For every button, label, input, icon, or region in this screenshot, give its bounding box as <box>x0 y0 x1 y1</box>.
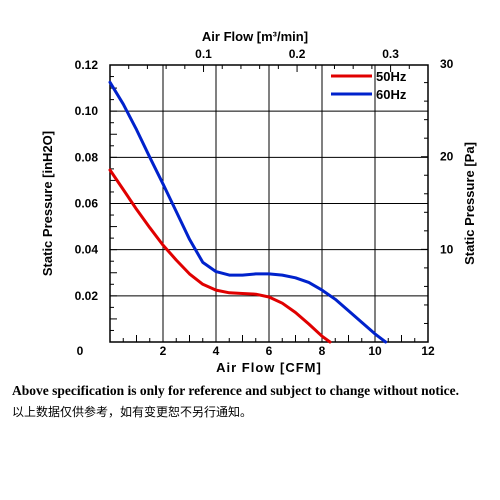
x2-tick-label: 0.1 <box>195 47 212 61</box>
x-tick-label: 6 <box>266 344 273 358</box>
y2-tick-label: 10 <box>440 242 454 256</box>
legend-label-60Hz: 60Hz <box>376 87 407 102</box>
y-tick-label: 0.04 <box>75 243 99 257</box>
x-tick-label: 10 <box>368 344 382 358</box>
y-axis-title: Static Pressure [inH2O] <box>40 131 55 276</box>
y-tick-label: 0.12 <box>75 58 99 72</box>
x-tick-label: 2 <box>160 344 167 358</box>
pq-chart: 0 2 4 6 8 10 12 0.02 0.04 0.06 0.08 0.10 0.12 0.1 0.2 0… <box>40 29 477 375</box>
x2-axis-title: Air Flow [m³/min] <box>202 29 308 44</box>
y-tick-label: 0.06 <box>75 197 99 211</box>
x-tick-label: 8 <box>319 344 326 358</box>
disclaimer-chinese: 以上数据仅供参考，如有变更恕不另行通知。 <box>12 405 253 419</box>
disclaimer-english: Above specification is only for referenc… <box>12 383 459 398</box>
y-tick-label: 0.10 <box>75 104 99 118</box>
x-axis-title: Air Flow [CFM] <box>216 360 322 375</box>
x2-tick-label: 0.2 <box>289 47 306 61</box>
x-tick-label: 12 <box>421 344 435 358</box>
y2-tick-label: 20 <box>440 150 454 164</box>
y2-axis-title: Static Pressure [Pa] <box>462 142 477 265</box>
legend-label-50Hz: 50Hz <box>376 69 407 84</box>
plot-frame <box>109 64 429 343</box>
series-line-60Hz <box>108 80 388 344</box>
x2-tick-label: 0.3 <box>382 47 399 61</box>
y2-tick-label: 30 <box>440 57 454 71</box>
y-tick-label: 0.08 <box>75 150 99 164</box>
x-tick-label: 4 <box>213 344 220 358</box>
series-line-50Hz <box>108 168 332 344</box>
x-tick-label: 0 <box>77 344 84 358</box>
y-tick-label: 0.02 <box>75 289 99 303</box>
